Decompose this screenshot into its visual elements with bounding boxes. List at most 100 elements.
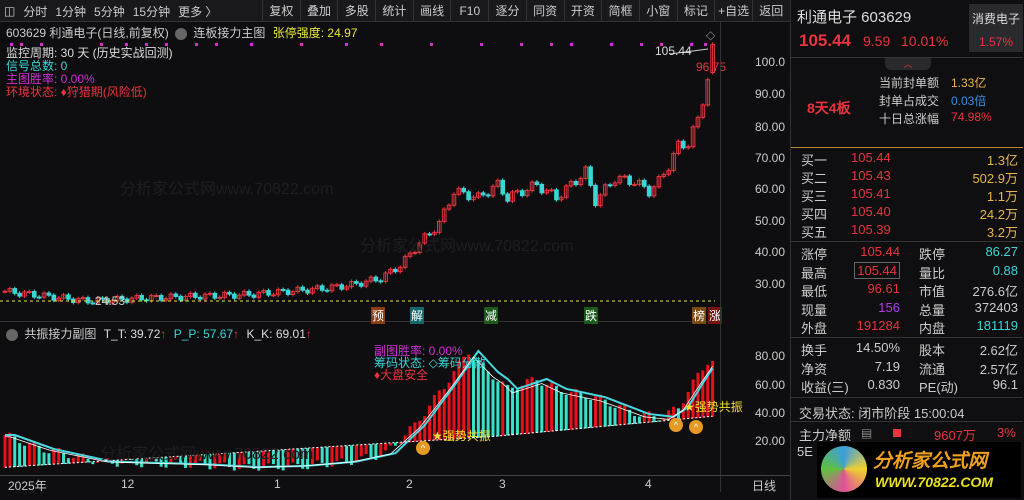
candle [358,282,364,287]
collapse-icon[interactable]: ︿ [885,58,931,70]
candle [397,266,403,273]
sub-menu-icon[interactable] [6,328,18,341]
bid-price: 105.41 [851,186,891,201]
toolbar-button[interactable]: 返回 [751,0,790,22]
histogram-bar [125,458,129,460]
toolbar-button[interactable]: 画线 [412,0,451,22]
toolbar-button[interactable]: 简框 [601,0,639,22]
price-change: 9.59 [863,33,891,49]
stat-value: 156 [878,299,900,315]
toolbar-button[interactable]: 标记 [676,0,715,22]
histogram-bar [52,449,56,465]
ratio-value: 0.03倍 [951,94,987,108]
toolbar: ◫ 分时 1分钟 5分钟 15分钟 更多 〉 复权 叠加 多股 统计 画线 F10 逐分 同资… [0,0,790,22]
bid-label: 买二 [801,171,828,186]
candle [153,295,159,298]
toolbar-button[interactable]: F10 [450,0,488,22]
candle [46,292,52,296]
histogram-bar [340,445,344,459]
toolbar-button[interactable]: 同资 [525,0,564,22]
last-price-label: 96.75 [696,60,727,74]
candle [671,152,676,171]
sector-button[interactable]: 消费电子 1.57% [969,4,1023,52]
toolbar-button[interactable]: 逐分 [488,0,526,22]
toolbar-button[interactable]: 叠加 [299,0,338,22]
histogram-bar [257,451,261,471]
toolbar-button[interactable]: 多股 [337,0,375,22]
indicator-name[interactable]: 连板接力主图 [193,26,266,40]
histogram-bar [115,460,119,467]
candle [515,190,520,193]
candle [529,181,535,192]
layout-toggle-icon[interactable]: ◫ [4,4,16,18]
histogram-bar [364,444,368,455]
histogram-bar [506,384,510,436]
pp-line [5,349,714,469]
histogram-bar [550,382,554,432]
histogram-bar [76,453,80,464]
high-price-label: 105.44 [655,44,692,58]
period-more[interactable]: 更多 〉 [178,4,218,19]
histogram-bar [96,461,100,463]
period-1min[interactable]: 1分钟 [55,4,87,19]
candle [22,291,27,297]
stat-label: 最高 [801,265,828,281]
histogram-bar [218,453,222,464]
ten-day-label: 十日总涨幅 [879,112,940,126]
histogram-bar [642,412,646,424]
toolbar-button[interactable]: 统计 [375,0,413,22]
candle [193,292,198,298]
candle [710,43,715,73]
candle [334,284,340,287]
period-fenshi[interactable]: 分时 [23,4,48,19]
stat-label: 现量 [801,302,828,318]
toolbar-button[interactable]: +自选 [714,0,752,22]
period-daily[interactable]: 日线 [752,479,777,493]
logo-text: 分析家公式网 [873,451,988,472]
sub-chart[interactable]: 共振接力副图 T_T: 39.72↑ P_P: 57.67↑ K_K: 69.0… [0,323,743,475]
candle [100,297,105,300]
sub-tick: 60.00 [755,378,786,392]
candle [212,292,218,299]
sub-title[interactable]: 共振接力副图 [24,327,97,341]
toolbar-button[interactable]: 复权 [262,0,300,22]
main-chart[interactable]: 603629 利通电子(日线,前复权) 连板接力主图 张停强度: 24.97 监… [0,22,726,322]
candlestick-plot [0,42,715,306]
sector-pct: 1.57% [978,35,1014,49]
histogram-bar [306,448,310,470]
histogram-bar [393,442,397,446]
flow-menu-icon[interactable]: ▤ [861,426,873,440]
diamond-icon[interactable]: ◇ [706,28,716,42]
bid-label: 买一 [801,153,828,168]
histogram-bar [481,362,485,438]
stat-value: 0.830 [867,377,900,392]
candle [427,233,432,236]
histogram-bar [232,452,236,471]
toolbar-button[interactable]: 开资 [563,0,602,22]
candle [544,189,549,194]
histogram-bar [637,416,641,424]
up-signal-icon: ^ [669,418,683,432]
resonance-label-2: ★强势共振 [684,400,743,414]
toolbar-button[interactable]: 小窗 [638,0,677,22]
histogram-bar [184,455,188,468]
signal-dot [520,43,523,46]
candle [158,295,164,301]
flow-label: 主力净额 [799,428,852,443]
histogram-bar [354,445,358,463]
candle [495,179,501,187]
histogram-bar [564,394,568,431]
period-5min[interactable]: 5分钟 [94,4,125,19]
indicator-menu-icon[interactable] [175,27,188,40]
histogram-bar [247,451,251,465]
histogram-bar [593,396,597,428]
histogram-bar [447,382,451,440]
histogram-bar [398,442,402,444]
histogram-bar [384,443,388,451]
stat-value: 372403 [974,299,1018,315]
candle [349,281,354,288]
period-15min[interactable]: 15分钟 [132,4,171,19]
histogram-bar [423,416,427,442]
candle [80,297,86,300]
histogram-bar [32,441,36,466]
